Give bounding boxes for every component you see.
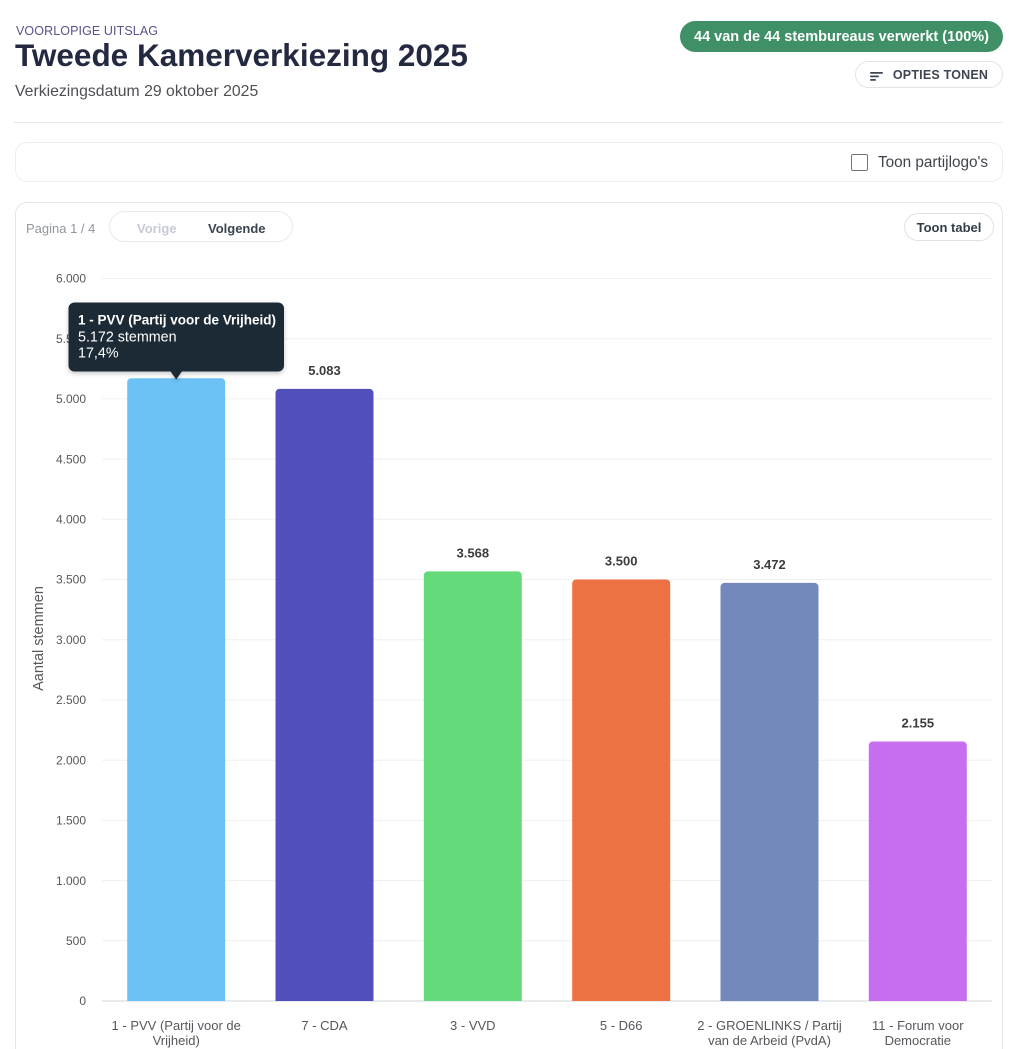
svg-text:Democratie: Democratie — [885, 1033, 951, 1048]
svg-text:3.472: 3.472 — [753, 557, 786, 572]
svg-text:3 - VVD: 3 - VVD — [450, 1018, 496, 1033]
svg-text:3.500: 3.500 — [56, 573, 86, 587]
svg-text:1.000: 1.000 — [56, 874, 86, 888]
svg-text:5.083: 5.083 — [308, 363, 341, 378]
svg-text:0: 0 — [79, 994, 86, 1008]
svg-text:6.000: 6.000 — [56, 272, 86, 286]
svg-text:2.155: 2.155 — [902, 716, 935, 731]
svg-text:2.000: 2.000 — [56, 753, 86, 767]
svg-text:van de Arbeid (PvdA): van de Arbeid (PvdA) — [708, 1033, 831, 1048]
svg-text:4.500: 4.500 — [56, 452, 86, 466]
svg-text:11 - Forum voor: 11 - Forum voor — [872, 1018, 964, 1033]
svg-text:4.000: 4.000 — [56, 513, 86, 527]
svg-text:Vrijheid): Vrijheid) — [153, 1033, 200, 1048]
svg-text:5.000: 5.000 — [56, 392, 86, 406]
svg-text:17,4%: 17,4% — [78, 346, 119, 362]
svg-text:3.000: 3.000 — [56, 633, 86, 647]
svg-text:5.172 stemmen: 5.172 stemmen — [78, 330, 177, 346]
svg-text:3.500: 3.500 — [605, 554, 638, 569]
svg-text:1 - PVV (Partij voor de: 1 - PVV (Partij voor de — [112, 1018, 241, 1033]
svg-text:2 - GROENLINKS / Partij: 2 - GROENLINKS / Partij — [697, 1018, 842, 1033]
svg-text:2.500: 2.500 — [56, 693, 86, 707]
svg-text:1 - PVV (Partij voor de Vrijhe: 1 - PVV (Partij voor de Vrijheid) — [78, 313, 276, 328]
svg-text:3.568: 3.568 — [457, 545, 490, 560]
svg-text:Aantal stemmen: Aantal stemmen — [31, 586, 47, 691]
svg-text:500: 500 — [66, 934, 86, 948]
svg-text:7 - CDA: 7 - CDA — [301, 1018, 348, 1033]
svg-text:5 - D66: 5 - D66 — [600, 1018, 643, 1033]
svg-text:1.500: 1.500 — [56, 814, 86, 828]
